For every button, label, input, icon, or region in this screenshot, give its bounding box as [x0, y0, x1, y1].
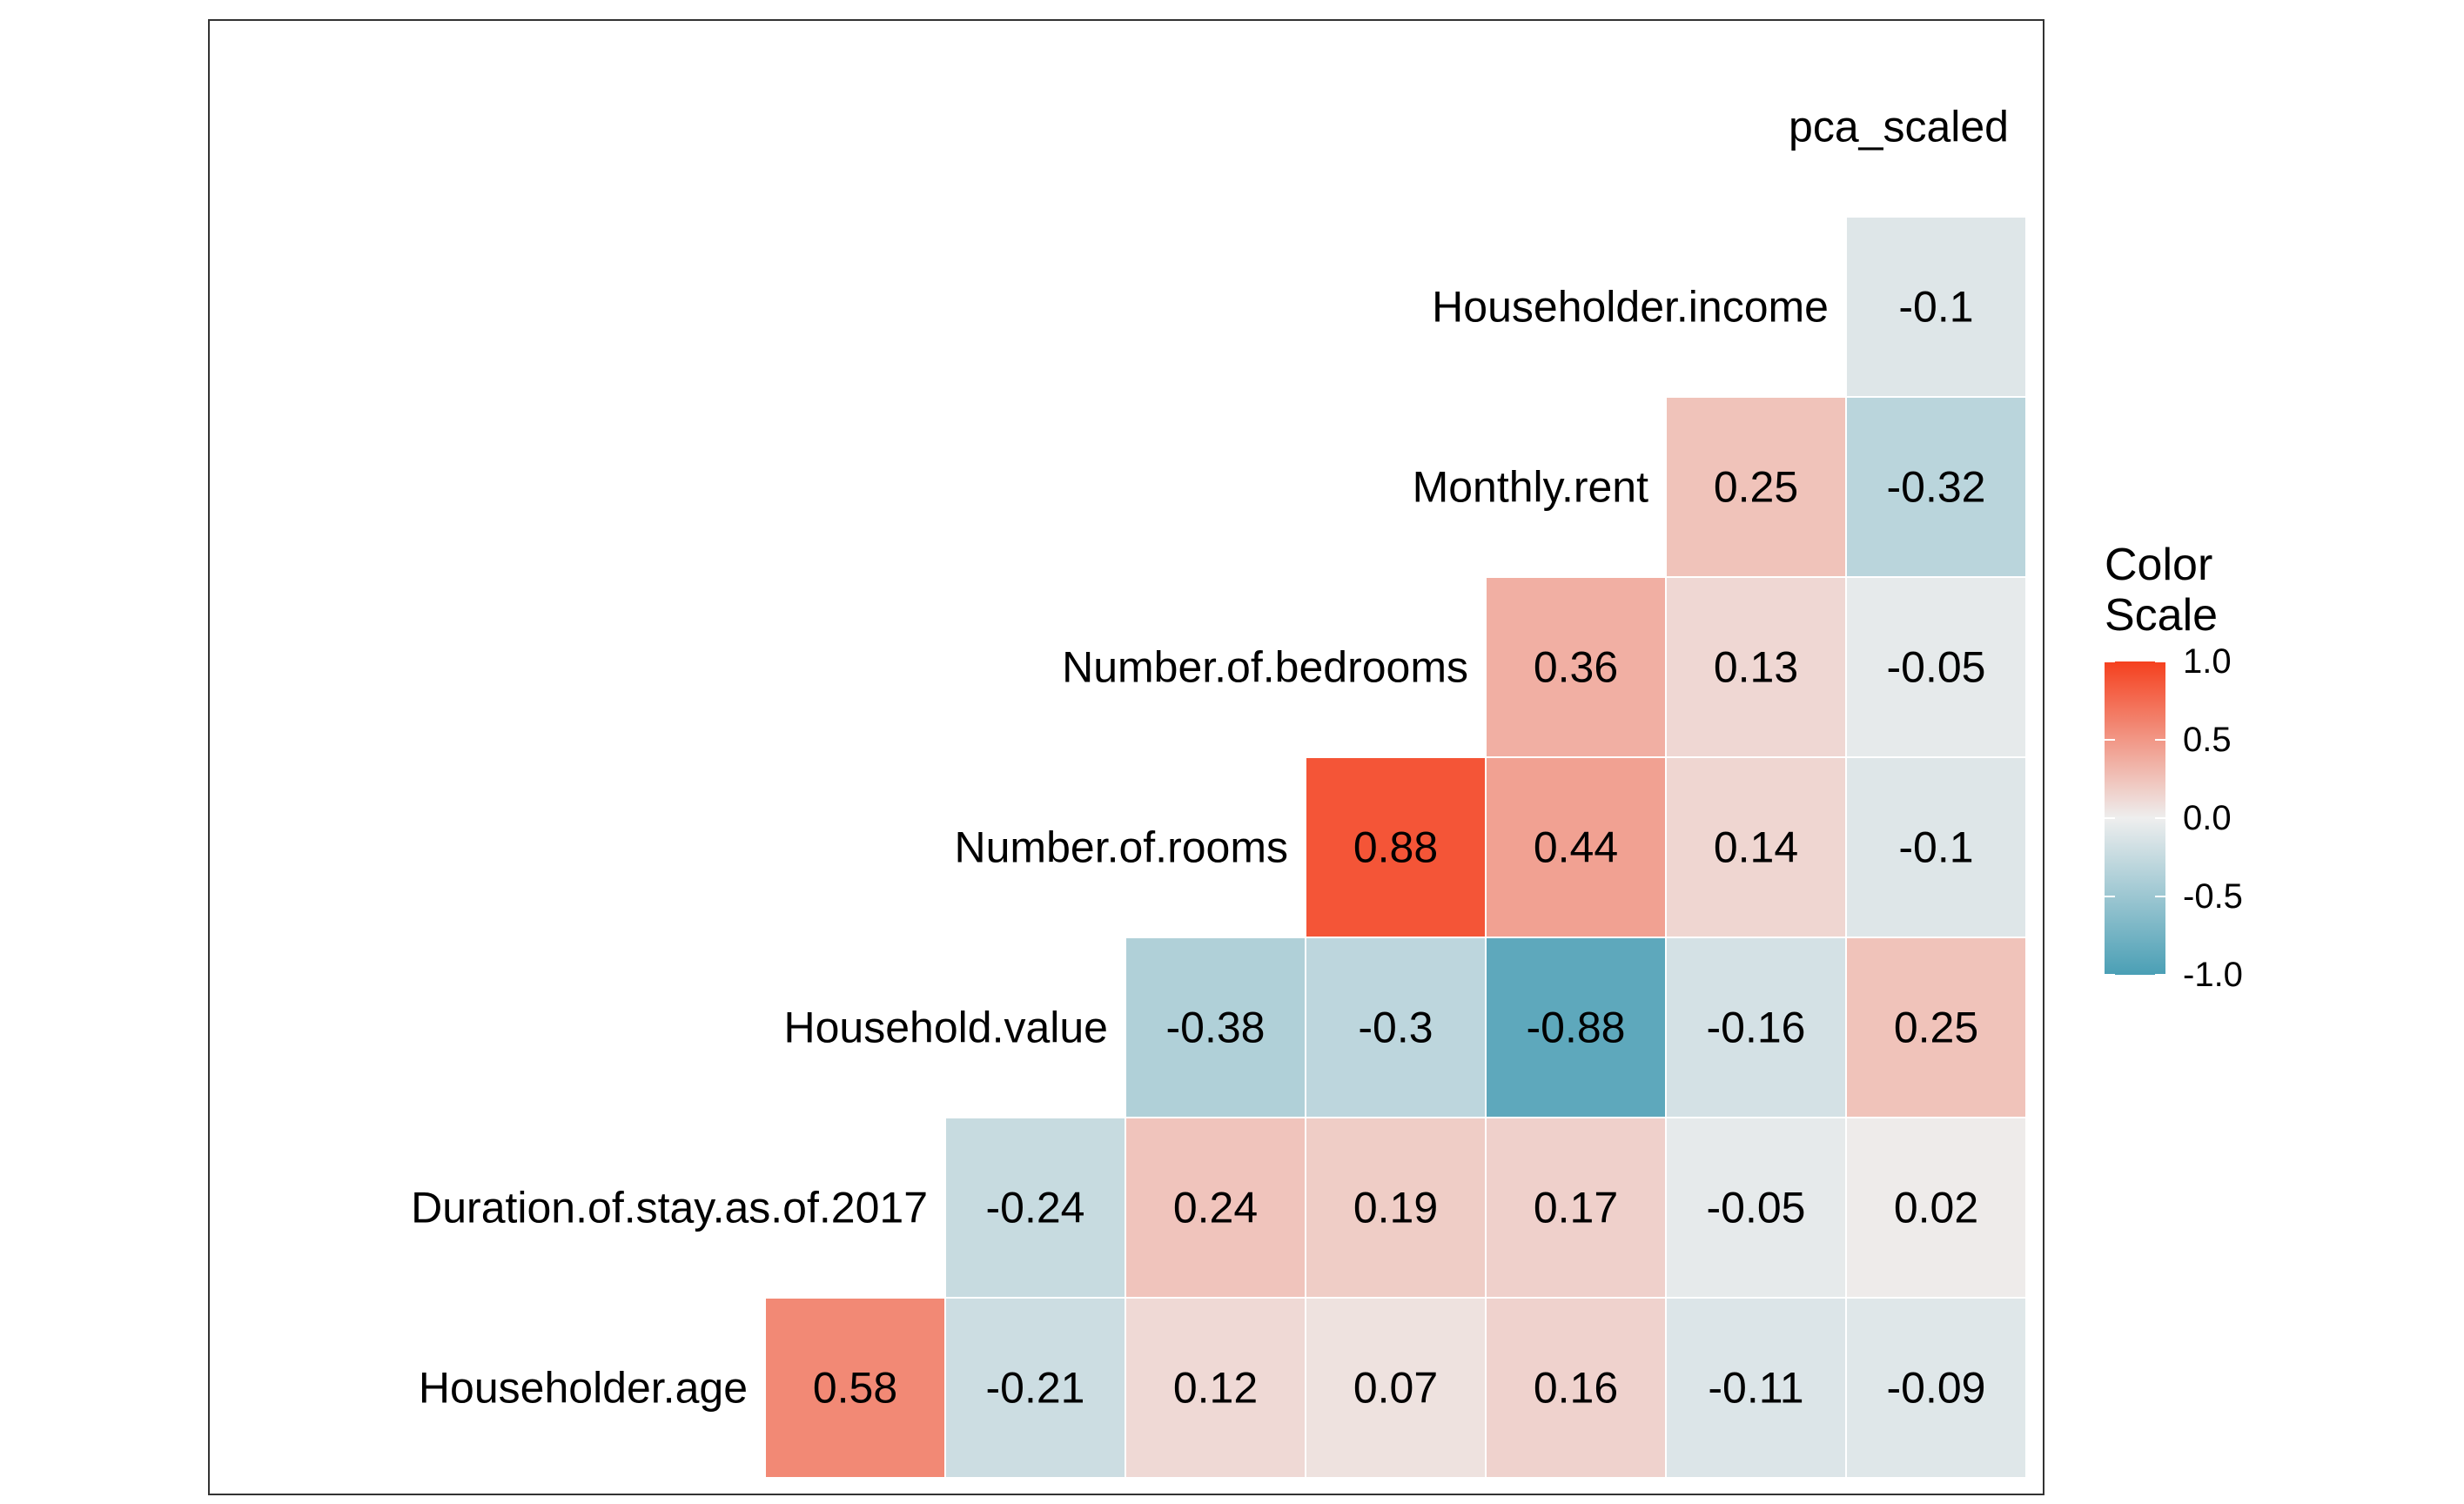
heatmap-cell [1665, 396, 1847, 578]
heatmap-cell [1485, 1117, 1667, 1299]
cell-value-label: -0.1 [1898, 823, 1973, 872]
row-label: Number.of.rooms [955, 823, 1288, 872]
cell-value-label: 0.25 [1714, 463, 1798, 512]
cell-value-label: 0.14 [1714, 823, 1798, 872]
heatmap-cell [1845, 1297, 2027, 1479]
heatmap-cell [944, 1297, 1126, 1479]
heatmap-cell [1485, 1297, 1667, 1479]
heatmap-cell [1125, 1117, 1306, 1299]
legend-tick-label: 1.0 [2183, 642, 2232, 681]
heatmap-cell [1305, 1297, 1487, 1479]
legend-tick-label: -0.5 [2183, 877, 2243, 916]
cell-value-label: -0.88 [1527, 1004, 1626, 1052]
legend-tick-label: 0.5 [2183, 721, 2232, 759]
heatmap-cell [1665, 937, 1847, 1118]
cell-value-label: 0.17 [1534, 1184, 1618, 1232]
cell-value-label: -0.16 [1707, 1004, 1806, 1052]
cell-value-label: 0.24 [1173, 1184, 1258, 1232]
legend-tick-label: -1.0 [2183, 956, 2243, 994]
row-label: Duration.of.stay.as.of.2017 [411, 1184, 928, 1232]
legend-tick-label: 0.0 [2183, 799, 2232, 837]
heatmap-cell [1845, 1117, 2027, 1299]
cell-value-label: -0.38 [1166, 1004, 1266, 1052]
cell-value-label: 0.07 [1353, 1364, 1438, 1413]
row-label: Monthly.rent [1413, 463, 1649, 512]
heatmap-cell [1665, 1117, 1847, 1299]
cell-value-label: -0.11 [1708, 1364, 1803, 1413]
cell-value-label: 0.36 [1534, 643, 1618, 692]
cell-value-label: 0.02 [1894, 1184, 1978, 1232]
heatmap-cell [1305, 756, 1487, 938]
cell-value-label: 0.13 [1714, 643, 1798, 692]
heatmap-cell [764, 1297, 946, 1479]
heatmap-cell [1305, 937, 1487, 1118]
cell-value-label: -0.1 [1898, 283, 1973, 332]
cell-value-label: -0.09 [1887, 1364, 1986, 1413]
cell-value-label: -0.05 [1707, 1184, 1806, 1232]
heatmap-cell [1845, 937, 2027, 1118]
heatmap-cell [1845, 216, 2027, 398]
row-label: pca_scaled [1789, 103, 2009, 151]
heatmap-cell [944, 1117, 1126, 1299]
cell-value-label: 0.19 [1353, 1184, 1438, 1232]
cell-value-label: 0.12 [1173, 1364, 1258, 1413]
heatmap-cell [1665, 576, 1847, 758]
cell-value-label: -0.05 [1887, 643, 1986, 692]
cell-value-label: -0.32 [1887, 463, 1986, 512]
row-label: Household.value [784, 1004, 1109, 1052]
cell-value-label: -0.21 [986, 1364, 1085, 1413]
row-labels: Householder.age Duration.of.stay.as.of.20… [411, 103, 2009, 1413]
legend-title-line-1: Color [2105, 540, 2212, 590]
legend-ticks: 1.0 0.5 0.0 -0.5 -1.0 [2105, 642, 2243, 994]
heatmap-cell [1845, 396, 2027, 578]
cell-value-label: -0.3 [1358, 1004, 1433, 1052]
heatmap-cell [1665, 756, 1847, 938]
cell-value-label: 0.16 [1534, 1364, 1618, 1413]
heatmap-cell [1845, 756, 2027, 938]
row-label: Number.of.bedrooms [1062, 643, 1468, 692]
heatmap-cells: 0.58 -0.21 0.12 0.07 0.16 -0.11 -0.09 -0.24 0.24… [764, 216, 2027, 1479]
heatmap-cell [1485, 937, 1667, 1118]
color-scale-legend: Color Scale 1.0 0.5 0.0 -0.5 -1.0 [2105, 540, 2243, 994]
cell-value-label: 0.58 [813, 1364, 897, 1413]
cell-value-label: -0.24 [986, 1184, 1085, 1232]
heatmap-cell [1845, 576, 2027, 758]
row-label: Householder.age [419, 1364, 748, 1413]
cell-value-label: 0.88 [1353, 823, 1438, 872]
cell-value-label: 0.25 [1894, 1004, 1978, 1052]
row-label: Householder.income [1432, 283, 1829, 332]
legend-title-line-2: Scale [2105, 590, 2218, 641]
heatmap-cell [1305, 1117, 1487, 1299]
cell-value-label: 0.44 [1534, 823, 1618, 872]
